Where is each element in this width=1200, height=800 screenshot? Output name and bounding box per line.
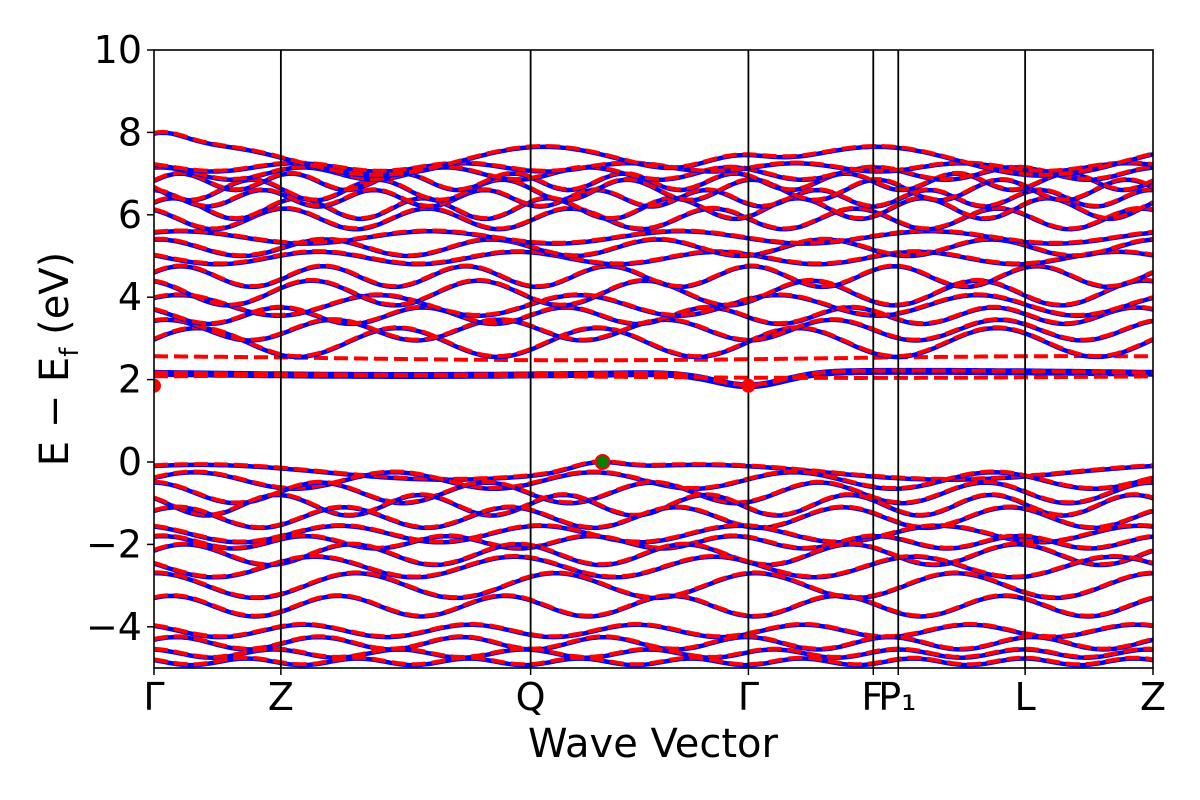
valence-band-12-dashed [154,634,1153,651]
y-tick-label-1: −2 [86,522,142,566]
y-tick-label-6: 8 [118,110,142,154]
valence-band-5-dashed [154,523,1153,544]
valence-band-13-dashed [154,646,1153,659]
y-axis-title-subscript: f [55,347,85,357]
y-tick-label-5: 6 [118,193,142,237]
conduction-band-6-dashed [154,292,1153,317]
kpoint-label-7: Z [1140,675,1166,719]
y-axis-title-unit: (eV) [32,252,78,348]
conduction-band-4-dashed [154,317,1153,342]
x-axis-title: Wave Vector [528,721,779,767]
conduction-band-2-dashed [154,373,1153,380]
conduction-band-14-dashed [154,187,1153,208]
valence-band-0-dashed [154,459,1153,481]
valence-band-14-dashed [154,655,1153,667]
conduction-band-5-dashed [154,304,1153,326]
conduction-band-10-dashed [154,236,1153,258]
kpoint-label-1: Z [268,675,294,719]
kpoint-label-6: L [1015,675,1036,719]
extrema-markers-layer [154,378,756,470]
conduction-band-12-dashed [154,205,1153,231]
y-tick-label-2: 0 [118,440,142,484]
valence-band-4-dashed [154,504,1153,530]
kpoint-label-4: F [861,675,883,719]
conduction-band-1-dashed [154,354,1153,363]
conduction-band-9-dashed [154,249,1153,266]
vbm-marker [594,454,611,470]
cbm-marker-gamma-start [154,378,161,393]
y-tick-label-7: 10 [94,28,142,72]
conduction-band-11-dashed [154,228,1153,245]
valence-band-6-dashed [154,533,1153,550]
y-axis-title-main: E − E [32,357,78,467]
kpoint-label-0: Γ [143,675,164,719]
conduction-band-3-dashed [154,325,1153,359]
y-axis-title: E − Ef (eV) [32,252,85,467]
x-axis-ticks: Γ Z Q Γ FP₁ L Z [143,668,1166,719]
valence-band-7-dashed [154,541,1153,567]
valence-band-9-dashed [154,570,1153,600]
bands-layer [154,129,1153,668]
y-tick-label-0: −4 [86,605,142,649]
conduction-band-13-dashed [154,195,1153,221]
conduction-band-8-dashed [154,263,1153,289]
cbm-marker [741,378,756,393]
y-tick-label-3: 2 [118,358,142,402]
valence-band-8-dashed [154,554,1153,579]
conduction-band-19-dashed [154,129,1153,177]
y-axis-ticks: −4 −2 0 2 4 6 8 10 [86,28,154,649]
kpoint-lines-layer [279,50,1027,668]
plot-frame [153,49,1154,669]
y-tick-label-4: 4 [118,275,142,319]
valence-band-10-dashed [154,593,1153,618]
kpoint-label-5: P₁ [878,675,916,719]
kpoint-label-2: Q [516,675,546,719]
kpoint-label-3: Γ [738,675,759,719]
valence-band-2-dashed [154,479,1153,505]
valence-band-11-dashed [154,621,1153,639]
